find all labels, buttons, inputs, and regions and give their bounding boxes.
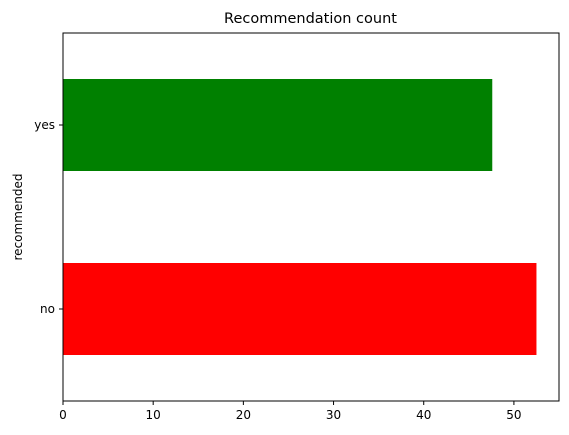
x-axis: 0 10 20 30 40 50 [59,401,522,422]
x-tick-label-10: 10 [146,408,161,422]
x-tick-label-40: 40 [416,408,431,422]
y-axis: no yes [34,118,63,316]
x-tick-label-0: 0 [59,408,67,422]
plot-frame [62,32,560,402]
y-axis-label: recommended [11,174,25,261]
x-tick-label-30: 30 [326,408,341,422]
y-tick-label-yes: yes [34,118,55,132]
bars-group [63,79,537,355]
x-tick-label-50: 50 [506,408,521,422]
chart-title: Recommendation count [224,11,397,27]
bar-yes [63,79,493,171]
y-tick-label-no: no [40,302,55,316]
x-tick-label-20: 20 [236,408,251,422]
bar-no [63,263,537,355]
